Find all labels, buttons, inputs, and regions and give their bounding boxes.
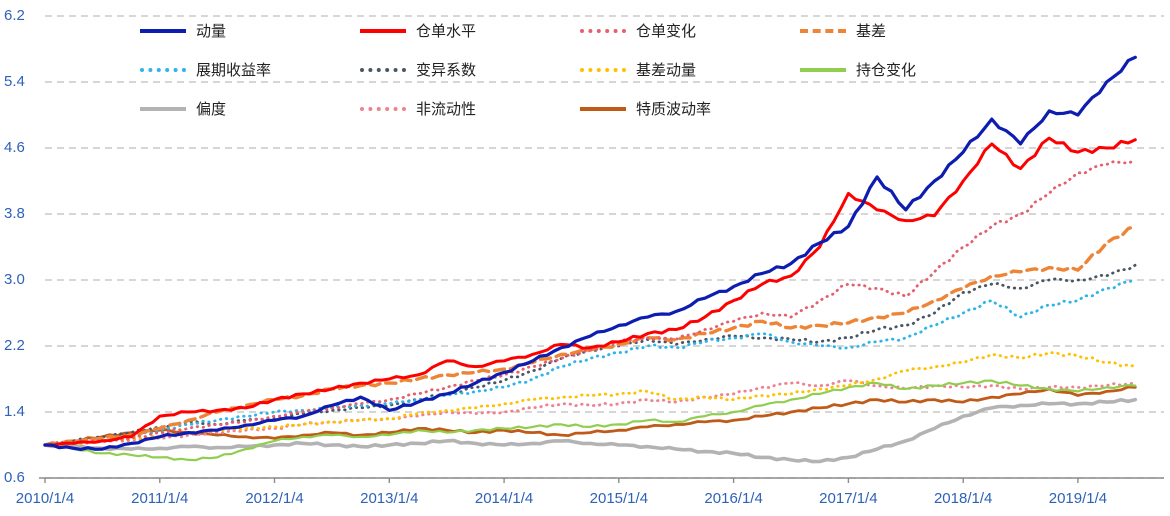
- x-tick-label: 2018/1/4: [933, 490, 993, 507]
- legend-item-illiquidity: 非流动性: [360, 98, 580, 119]
- legend-item-position-change: 持仓变化: [800, 59, 1020, 80]
- legend-label: 变异系数: [416, 62, 477, 79]
- legend-line-swatch-basis: [800, 28, 846, 33]
- y-tick-label: 6.2: [4, 7, 25, 24]
- legend-line-swatch-idiosyncratic-volatility: [580, 106, 626, 111]
- legend-item-coefficient-of-variation: 变异系数: [360, 59, 580, 80]
- legend-item-roll-yield: 展期收益率: [140, 59, 360, 80]
- x-tick-label: 2013/1/4: [360, 490, 419, 507]
- legend-item-basis-momentum: 基差动量: [580, 59, 800, 80]
- series-line-roll-yield: [43, 278, 1137, 447]
- legend-item-idiosyncratic-volatility: 特质波动率: [580, 98, 800, 119]
- legend-line-swatch-momentum: [140, 28, 186, 33]
- series-line-basis-momentum: [43, 351, 1137, 447]
- x-tick-label: 2010/1/4: [15, 490, 75, 507]
- series-line-position-change: [43, 379, 1137, 462]
- legend-item-warehouse-receipt-level: 仓单水平: [360, 20, 580, 41]
- legend-label: 仓单水平: [416, 23, 477, 40]
- x-tick-label: 2011/1/4: [131, 490, 189, 507]
- y-tick-label: 2.2: [4, 337, 25, 354]
- y-tick-label: 1.4: [4, 403, 25, 420]
- x-tick-label: 2014/1/4: [474, 490, 534, 507]
- series-line-momentum: [43, 55, 1137, 451]
- legend-label: 仓单变化: [636, 23, 697, 40]
- legend-item-warehouse-receipt-change: 仓单变化: [580, 20, 800, 41]
- legend-label: 基差: [856, 23, 887, 40]
- x-tick-label: 2012/1/4: [245, 490, 304, 507]
- y-tick-label: 4.6: [4, 139, 25, 156]
- x-tick-label: 2016/1/4: [704, 490, 763, 507]
- series-line-skewness: [43, 397, 1138, 464]
- legend-line-swatch-basis-momentum: [580, 67, 626, 72]
- legend-label: 动量: [196, 23, 227, 40]
- legend-label: 持仓变化: [856, 62, 917, 79]
- y-tick-label: 5.4: [4, 73, 25, 90]
- y-tick-label: 3.8: [4, 205, 25, 222]
- legend-label: 偏度: [196, 101, 227, 118]
- series-line-idiosyncratic-volatility: [43, 385, 1137, 447]
- legend: 动量 仓单水平 仓单变化 基差展期收益率 变异系数 基差动量 持仓变化偏度 非流动性 特质波动率: [140, 20, 1020, 119]
- legend-label: 基差动量: [636, 62, 697, 79]
- series-line-coefficient-of-variation: [43, 263, 1137, 447]
- legend-line-swatch-position-change: [800, 67, 846, 72]
- legend-line-swatch-warehouse-receipt-change: [580, 28, 626, 33]
- series-line-warehouse-receipt-change: [43, 159, 1137, 447]
- series-line-warehouse-receipt-level: [43, 136, 1137, 447]
- legend-line-swatch-illiquidity: [360, 106, 406, 111]
- legend-line-swatch-coefficient-of-variation: [360, 67, 406, 72]
- x-tick-label: 2019/1/4: [1048, 490, 1108, 507]
- legend-label: 特质波动率: [636, 101, 712, 118]
- legend-item-skewness: 偏度: [140, 98, 360, 119]
- legend-label: 非流动性: [416, 101, 477, 118]
- y-tick-label: 0.6: [4, 469, 25, 486]
- y-tick-label: 3.0: [4, 271, 25, 288]
- legend-item-momentum: 动量: [140, 20, 360, 41]
- x-tick-label: 2015/1/4: [589, 490, 649, 507]
- legend-line-swatch-skewness: [140, 106, 186, 111]
- x-tick-label: 2017/1/4: [819, 490, 878, 507]
- legend-line-swatch-warehouse-receipt-level: [360, 28, 406, 33]
- legend-label: 展期收益率: [196, 62, 272, 79]
- legend-item-basis: 基差: [800, 20, 1020, 41]
- legend-line-swatch-roll-yield: [140, 67, 186, 72]
